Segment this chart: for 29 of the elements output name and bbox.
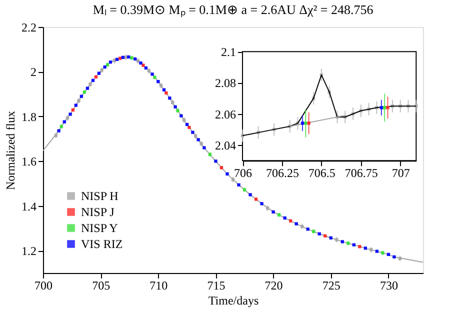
x-tick-label: 725 — [322, 278, 340, 292]
y-tick-label: 2 — [30, 65, 36, 80]
legend-label: VIS RIZ — [81, 237, 123, 251]
y-tick-label: 2.04 — [215, 138, 236, 153]
x-tick-label: 706.5 — [308, 166, 336, 180]
y-tick-label: 2.08 — [215, 76, 236, 90]
legend-label: NISP Y — [81, 221, 118, 235]
x-tick-label: 730 — [380, 278, 398, 292]
y-tick-label: 2.06 — [215, 107, 236, 122]
y-tick-label: 1.6 — [22, 154, 36, 169]
x-tick-label: 706 — [234, 166, 252, 180]
y-tick-label: 1.4 — [22, 199, 36, 214]
x-tick-label: 720 — [264, 278, 283, 292]
x-tick-label: 700 — [34, 278, 52, 292]
legend-label: NISP H — [81, 189, 119, 203]
x-tick-label: 707 — [392, 166, 410, 180]
x-tick-label: 710 — [150, 278, 168, 292]
y-axis-title: Normalized flux — [4, 111, 18, 190]
y-tick-label: 1.8 — [22, 110, 36, 124]
chart-title: Mₗ = 0.39M⊙ Mₚ = 0.1M⊕ a = 2.6AU Δχ² = 248.756 — [92, 2, 374, 18]
legend-label: NISP J — [81, 205, 115, 219]
y-tick-label: 1.2 — [22, 244, 36, 258]
y-tick-label: 2.1 — [221, 45, 236, 60]
x-tick-label: 706.75 — [344, 166, 378, 180]
y-tick-label: 2.2 — [22, 20, 36, 34]
x-tick-label: 715 — [207, 278, 226, 292]
x-tick-label: 706.25 — [266, 166, 299, 180]
x-tick-label: 705 — [92, 278, 110, 292]
x-axis-title: Time/days — [208, 294, 259, 308]
